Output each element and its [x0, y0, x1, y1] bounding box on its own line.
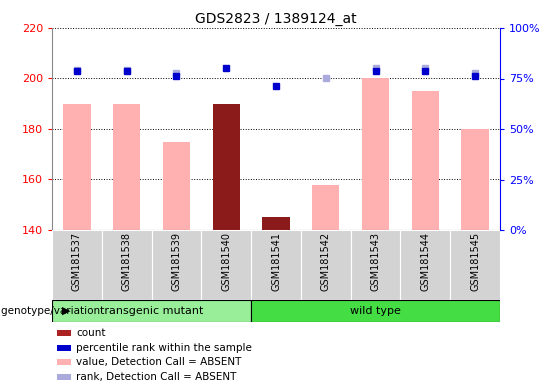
Text: rank, Detection Call = ABSENT: rank, Detection Call = ABSENT	[76, 372, 237, 382]
Text: GSM181544: GSM181544	[420, 232, 430, 291]
Text: count: count	[76, 328, 106, 338]
Text: percentile rank within the sample: percentile rank within the sample	[76, 343, 252, 353]
Bar	[102, 230, 152, 300]
Text: GSM181537: GSM181537	[72, 232, 82, 291]
Bar	[163, 142, 190, 230]
Bar	[113, 104, 140, 230]
Text: ▶: ▶	[62, 306, 71, 316]
Bar	[312, 185, 340, 230]
Bar	[362, 78, 389, 230]
Text: transgenic mutant: transgenic mutant	[100, 306, 203, 316]
Bar	[213, 104, 240, 230]
Bar	[350, 230, 401, 300]
Bar	[152, 230, 201, 300]
Text: GSM181541: GSM181541	[271, 232, 281, 291]
Title: GDS2823 / 1389124_at: GDS2823 / 1389124_at	[195, 12, 357, 26]
Bar	[411, 91, 439, 230]
Text: genotype/variation: genotype/variation	[1, 306, 104, 316]
Bar	[52, 300, 251, 322]
Text: GSM181543: GSM181543	[370, 232, 381, 291]
Text: wild type: wild type	[350, 306, 401, 316]
Text: GSM181545: GSM181545	[470, 232, 480, 291]
Bar	[450, 230, 500, 300]
Text: GSM181538: GSM181538	[122, 232, 132, 291]
Bar	[301, 230, 350, 300]
Bar	[201, 230, 251, 300]
Bar	[461, 129, 489, 230]
Bar	[401, 230, 450, 300]
Bar	[251, 230, 301, 300]
Text: GSM181540: GSM181540	[221, 232, 231, 291]
Text: GSM181542: GSM181542	[321, 232, 331, 291]
Text: GSM181539: GSM181539	[171, 232, 181, 291]
Bar	[251, 300, 500, 322]
Bar	[52, 230, 102, 300]
Text: value, Detection Call = ABSENT: value, Detection Call = ABSENT	[76, 358, 242, 367]
Bar	[262, 217, 289, 230]
Bar	[63, 104, 91, 230]
